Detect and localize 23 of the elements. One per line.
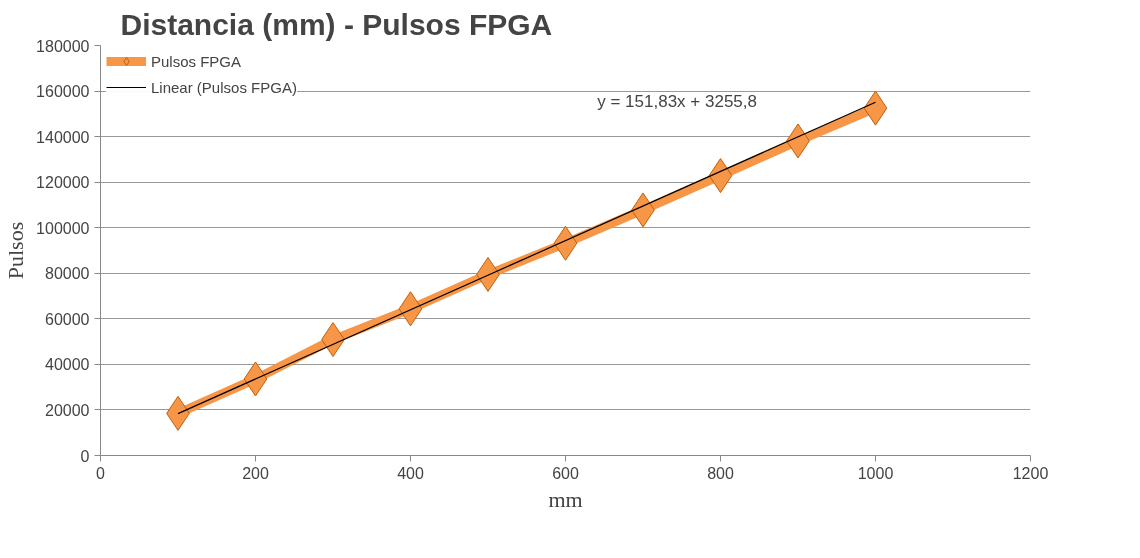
y-axis-title: Pulsos [3,221,29,280]
y-tick-label: 120000 [36,174,90,192]
x-tick-label: 800 [707,464,734,482]
x-tick-label: 0 [96,464,106,482]
legend-label: Linear (Pulsos FPGA) [151,78,297,96]
chart-title: Distancia (mm) - Pulsos FPGA [120,7,553,41]
x-tick-label: 1200 [1012,464,1049,482]
x-tick-label: 400 [397,464,424,482]
x-tick-label: 600 [552,464,579,482]
y-tick-label: 180000 [36,37,90,55]
y-tick-label: 20000 [45,401,90,419]
y-tick-label: 40000 [45,356,90,374]
legend-label: Pulsos FPGA [151,52,242,70]
annotation: y = 151,83x + 3255,8 [597,92,757,112]
y-tick-label: 0 [80,447,90,465]
y-tick-label: 100000 [36,219,90,237]
y-tick-label: 160000 [36,83,90,101]
x-tick-label: 200 [242,464,269,482]
y-tick-label: 140000 [36,128,90,146]
y-tick-label: 80000 [45,265,90,283]
x-tick-label: 1000 [857,464,894,482]
y-tick-label: 60000 [45,310,90,328]
x-axis-title: mm [548,486,583,512]
